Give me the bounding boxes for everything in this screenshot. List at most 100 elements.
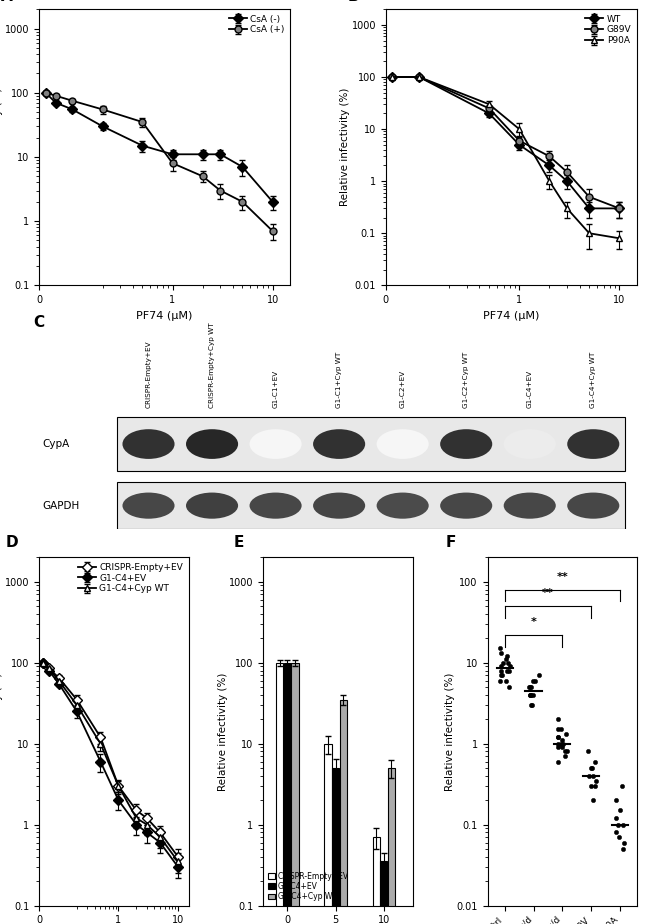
Point (562, 744, 572, 759)
Point (614, 830, 624, 845)
Text: E: E (233, 535, 244, 550)
Point (618, 835, 629, 850)
X-axis label: PF74 (μM): PF74 (μM) (483, 310, 540, 321)
Point (496, 663, 506, 678)
Ellipse shape (376, 492, 429, 518)
Ellipse shape (122, 430, 175, 459)
Point (526, 687, 536, 702)
Point (588, 769, 599, 784)
Point (499, 655, 509, 670)
Point (495, 674, 505, 688)
Text: F: F (446, 535, 456, 550)
Y-axis label: Relative infectivity (%): Relative infectivity (%) (0, 88, 3, 206)
Text: D: D (6, 535, 19, 550)
Point (560, 727, 571, 742)
Point (527, 674, 538, 688)
Text: C: C (33, 315, 44, 331)
Text: G1-C4+Cyp WT: G1-C4+Cyp WT (590, 352, 596, 408)
Ellipse shape (504, 430, 556, 459)
Bar (339, 699, 347, 924)
Point (553, 711, 564, 726)
Y-axis label: Relative infectivity (%): Relative infectivity (%) (340, 88, 350, 206)
Point (504, 659, 515, 674)
Point (552, 730, 563, 745)
Ellipse shape (186, 492, 238, 518)
Point (560, 748, 571, 763)
Y-axis label: Relative infectivity (%): Relative infectivity (%) (218, 673, 227, 791)
Text: G1-C2+Cyp WT: G1-C2+Cyp WT (463, 352, 469, 408)
Text: G1-C2+EV: G1-C2+EV (400, 371, 406, 408)
Bar (372, 837, 380, 924)
Point (553, 740, 564, 755)
Point (526, 680, 536, 695)
Text: G1-C1+Cyp WT: G1-C1+Cyp WT (336, 352, 342, 408)
Point (503, 680, 514, 695)
Y-axis label: Relative infectivity (%): Relative infectivity (%) (445, 673, 455, 791)
Text: G1-C4+EV: G1-C4+EV (526, 371, 533, 408)
Point (557, 733, 567, 748)
Ellipse shape (122, 492, 175, 518)
Point (526, 698, 536, 712)
Point (530, 674, 540, 688)
Point (534, 668, 544, 683)
Bar (332, 768, 339, 924)
Ellipse shape (440, 492, 492, 518)
Point (584, 769, 595, 784)
Point (496, 646, 506, 661)
Bar (284, 663, 291, 924)
Point (528, 687, 539, 702)
Point (586, 760, 596, 775)
Point (553, 730, 564, 745)
Point (525, 687, 535, 702)
Text: CypA: CypA (42, 439, 70, 449)
Point (552, 754, 563, 769)
Point (496, 659, 506, 674)
X-axis label: PF74 (μM): PF74 (μM) (136, 310, 193, 321)
Point (591, 773, 601, 788)
Ellipse shape (186, 430, 238, 459)
Ellipse shape (313, 492, 365, 518)
Ellipse shape (250, 492, 302, 518)
Point (560, 744, 570, 759)
Legend: CRISPR-Empty+EV, G1-C4+EV, G1-C4+Cyp WT: CRISPR-Empty+EV, G1-C4+EV, G1-C4+Cyp WT (267, 871, 350, 902)
Bar (276, 663, 283, 924)
Point (500, 652, 511, 667)
Ellipse shape (504, 492, 556, 518)
Bar (380, 861, 387, 924)
Ellipse shape (376, 430, 429, 459)
Ellipse shape (567, 492, 619, 518)
Text: *: * (530, 617, 536, 627)
Point (558, 736, 568, 751)
Point (612, 817, 623, 832)
Bar (388, 768, 395, 924)
Text: G1-C1+EV: G1-C1+EV (272, 371, 279, 408)
Point (610, 810, 621, 825)
Point (502, 649, 512, 663)
Point (610, 825, 621, 840)
Text: **: ** (556, 572, 568, 582)
Point (618, 817, 629, 832)
Ellipse shape (440, 430, 492, 459)
Point (587, 760, 597, 775)
Point (524, 680, 534, 695)
Point (590, 779, 601, 794)
Bar (117, 417, 625, 471)
Point (556, 722, 566, 736)
Text: CRISPR-Empty+EV: CRISPR-Empty+EV (146, 341, 151, 408)
Bar (291, 663, 298, 924)
Point (556, 740, 567, 755)
Point (553, 722, 564, 736)
Legend: CRISPR-Empty+EV, G1-C4+EV, G1-C4+Cyp WT: CRISPR-Empty+EV, G1-C4+EV, G1-C4+Cyp WT (77, 562, 184, 594)
Text: B: B (348, 0, 359, 4)
Point (588, 793, 598, 808)
Bar (117, 482, 625, 529)
Point (527, 698, 538, 712)
Point (503, 655, 514, 670)
Point (525, 680, 536, 695)
Point (525, 687, 535, 702)
Point (618, 842, 628, 857)
Point (590, 754, 600, 769)
Point (583, 744, 593, 759)
Point (555, 736, 566, 751)
Ellipse shape (313, 430, 365, 459)
